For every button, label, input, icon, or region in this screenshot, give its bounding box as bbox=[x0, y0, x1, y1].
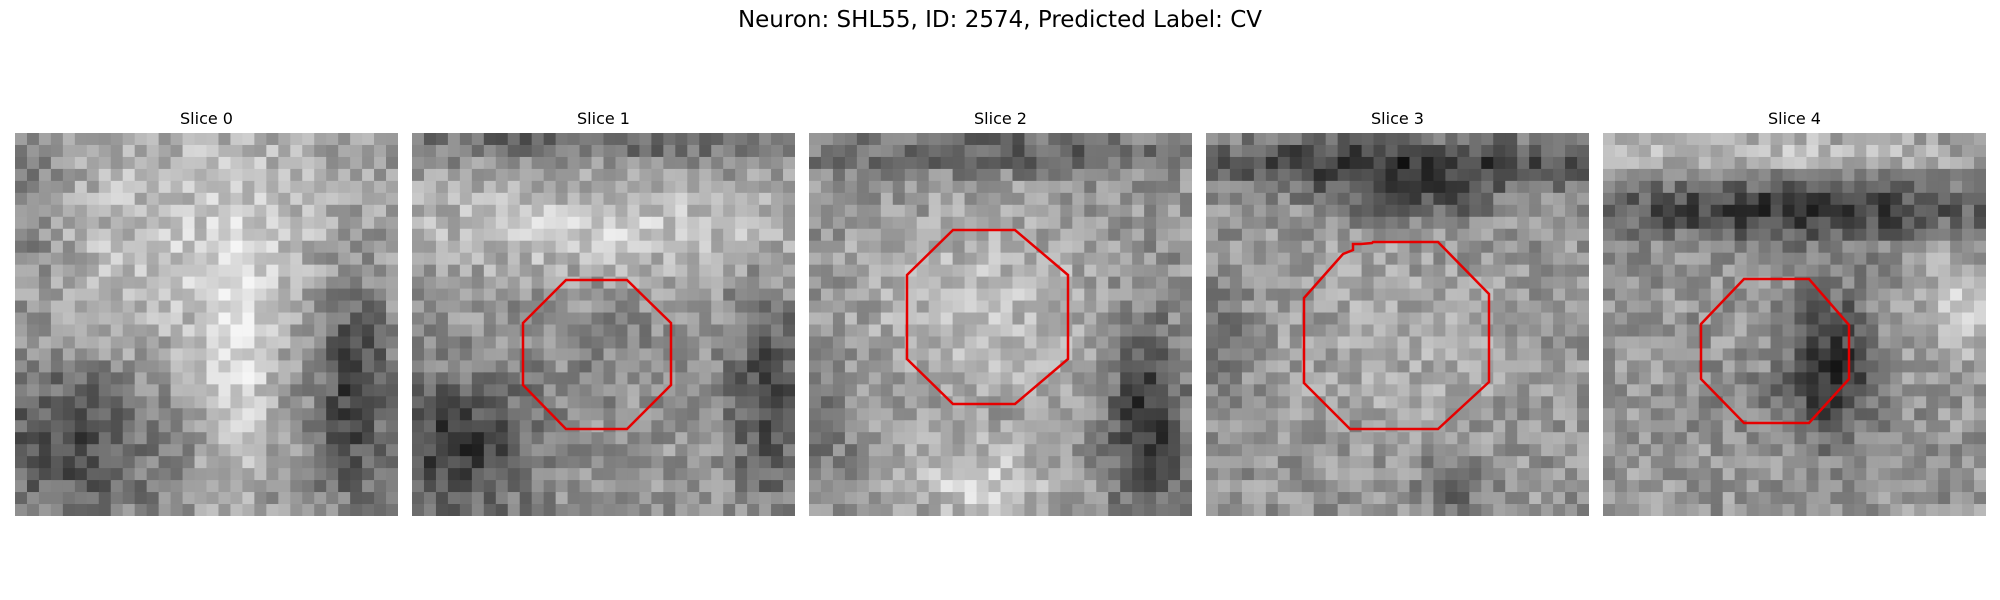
roi-outline bbox=[1699, 277, 1851, 425]
slice-title: Slice 0 bbox=[180, 109, 233, 128]
slice-title: Slice 1 bbox=[577, 109, 630, 128]
slice-title: Slice 2 bbox=[974, 109, 1027, 128]
microscopy-pixels bbox=[412, 133, 795, 516]
slice-image bbox=[1206, 133, 1589, 516]
microscopy-pixels bbox=[1206, 133, 1589, 516]
slice-panel-3: Slice 3 bbox=[1206, 108, 1589, 516]
roi-outline bbox=[905, 228, 1070, 406]
microscopy-pixels bbox=[809, 133, 1192, 516]
slice-image bbox=[15, 133, 398, 516]
slice-title: Slice 4 bbox=[1768, 109, 1821, 128]
slice-title: Slice 3 bbox=[1371, 109, 1424, 128]
slice-panel-2: Slice 2 bbox=[809, 108, 1192, 516]
slice-image bbox=[412, 133, 795, 516]
figure-title: Neuron: SHL55, ID: 2574, Predicted Label… bbox=[737, 7, 1263, 33]
slice-panel-1: Slice 1 bbox=[412, 108, 795, 516]
microscopy-pixels bbox=[1603, 133, 1986, 516]
slice-image bbox=[1603, 133, 1986, 516]
microscopy-pixels bbox=[15, 133, 398, 516]
slice-panel-4: Slice 4 bbox=[1603, 108, 1986, 516]
slice-panel-0: Slice 0 bbox=[15, 108, 398, 516]
roi-outline bbox=[521, 278, 673, 431]
roi-outline bbox=[1302, 240, 1491, 431]
slice-image bbox=[809, 133, 1192, 516]
